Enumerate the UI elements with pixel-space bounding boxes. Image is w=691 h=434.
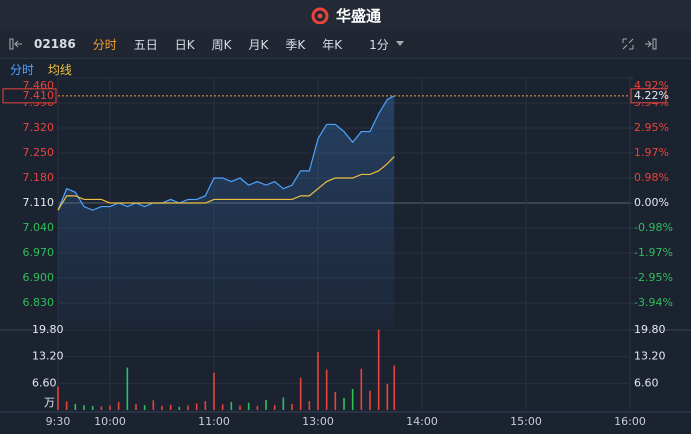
volume-unit: 万 [44,396,55,409]
tab[interactable]: 周K [211,37,232,52]
x-tick-label: 9:30 [46,415,71,428]
y2-tick-label: -3.94% [634,296,673,309]
volume-bar [230,401,233,410]
volume-bar [91,405,94,410]
volume-bar [100,406,103,410]
volume-bar [83,405,85,410]
window-icons[interactable] [621,37,681,51]
volume-bar [299,377,302,410]
volume-tick-label: 19.80 [32,323,64,336]
volume-bar [239,405,241,410]
tab[interactable]: 1分 [369,37,389,52]
y2-tick-label: 1.97% [634,146,669,159]
y2-tick-label: -1.97% [634,246,673,259]
volume-bar [178,406,181,410]
legend-entry: 均线 [47,63,72,77]
volume-tick-label: 6.60 [32,376,57,389]
tab[interactable]: 季K [285,37,306,52]
collapse-icon[interactable] [8,37,34,51]
last-change-label: 4.22% [634,89,669,102]
tab[interactable]: 日K [174,37,195,52]
last-price-label: 7.410 [23,89,55,102]
tab[interactable]: 月K [248,37,269,52]
volume-bar [204,401,207,410]
volume-bar [187,405,189,410]
tab[interactable]: 年K [322,37,343,52]
series-line [57,156,395,211]
y-tick-label: 7.320 [23,121,55,134]
price-area [58,95,395,328]
volume-bar [117,401,120,410]
y2-tick-label: 0.00% [634,196,669,209]
dropdown-caret[interactable] [395,40,405,48]
volume-tick-label: 13.20 [32,350,64,363]
volume-bar [152,400,155,410]
volume-bar [369,390,371,410]
y-tick-label: 6.900 [23,271,55,284]
y-tick-label: 6.830 [23,296,55,309]
x-tick-label: 14:00 [406,415,438,428]
y2-tick-label: -0.98% [634,221,673,234]
volume-bar [325,369,328,410]
legend-entry: 分时 [10,63,35,77]
volume-bar [377,329,380,410]
last-price-box [2,88,57,104]
y-tick-label: 7.040 [23,221,55,234]
y2-tick-label: 0.98% [634,171,669,184]
volume-bar [135,403,137,410]
volume-tick-label: 6.60 [634,376,659,389]
volume-bar [360,368,363,410]
y2-tick-label: 2.95% [634,121,669,134]
volume-bar [143,405,146,410]
volume-bar [265,399,267,410]
volume-bar [126,367,129,410]
volume-bar [291,403,293,410]
volume-bar [109,405,111,410]
volume-bar [317,351,319,410]
x-tick-label: 16:00 [614,415,646,428]
volume-bar [334,391,337,410]
stock-code: 02186 [34,37,76,51]
y-tick-label: 7.180 [23,171,55,184]
volume-bar [273,405,276,410]
header: 华盛通 [0,0,691,30]
volume-bar [247,402,250,410]
y-tick-label: 6.970 [23,246,55,259]
volume-bar [57,386,59,410]
toolbar: 02186 分时 五日 日K 周K 月K 季K 年K 1分 [0,30,691,59]
legend: 分时 均线 [10,61,72,78]
series-line [57,95,395,211]
logo [311,7,329,24]
y2-tick-label: -2.95% [634,271,673,284]
volume-bar [195,403,198,410]
tab[interactable]: 分时 [92,37,117,52]
x-tick-label: 15:00 [510,415,542,428]
volume-bar [213,372,215,410]
volume-tick-label: 19.80 [634,323,666,336]
volume-bar [386,383,389,410]
x-tick-label: 13:00 [302,415,334,428]
brand: 华盛通 [335,6,381,25]
volume-bar [256,405,259,410]
y-tick-label: 7.250 [23,146,55,159]
volume-bar [308,401,311,410]
volume-bar [161,405,163,410]
volume-tick-label: 13.20 [634,350,666,363]
volume-bar [351,388,354,410]
y-tick-label: 7.110 [23,196,55,209]
tab[interactable]: 五日 [133,37,158,52]
volume-bar [65,401,68,410]
last-change-box [630,88,667,104]
volume-bar [169,404,172,410]
x-tick-label: 10:00 [94,415,126,428]
volume-bar [343,397,345,410]
volume-bar [221,404,224,410]
volume-bar [282,397,285,410]
x-tick-label: 11:00 [198,415,230,428]
volume-bar [393,365,396,410]
volume-bar [74,403,77,410]
